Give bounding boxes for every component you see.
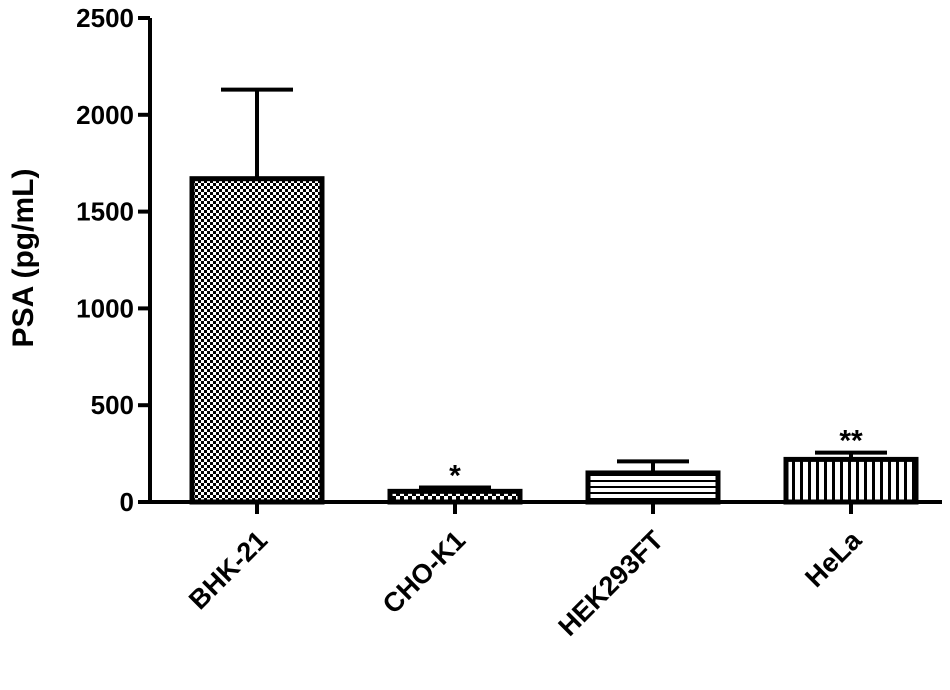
y-tick-label: 2500 [76, 3, 134, 33]
x-category-label: CHO-K1 [377, 525, 471, 619]
bars-group [189, 176, 919, 505]
y-tick-label: 1000 [76, 293, 134, 323]
bar-hela [783, 456, 919, 505]
significance-annotation: * [449, 459, 461, 492]
error-bars-group [221, 87, 887, 492]
y-tick-label: 500 [91, 390, 134, 420]
y-tick-label: 2000 [76, 100, 134, 130]
x-axis: BHK-21 CHO-K1 HEK293FT HeLa [150, 500, 942, 642]
significance-annotation: ** [839, 425, 863, 458]
x-category-label: HEK293FT [553, 525, 670, 642]
y-tick-label: 1500 [76, 197, 134, 227]
bar-cho-k1 [387, 488, 523, 505]
x-category-label: HeLa [799, 524, 868, 593]
y-tick-label: 0 [120, 487, 134, 517]
y-axis-title: PSA (pg/mL) [7, 169, 40, 348]
y-axis: 0 500 1000 1500 2000 2500 [76, 3, 152, 517]
x-category-label: BHK-21 [183, 525, 273, 615]
annotations-group: *** [449, 425, 863, 493]
bar-bhk-21 [189, 176, 325, 505]
bar-hek293ft [585, 470, 721, 505]
